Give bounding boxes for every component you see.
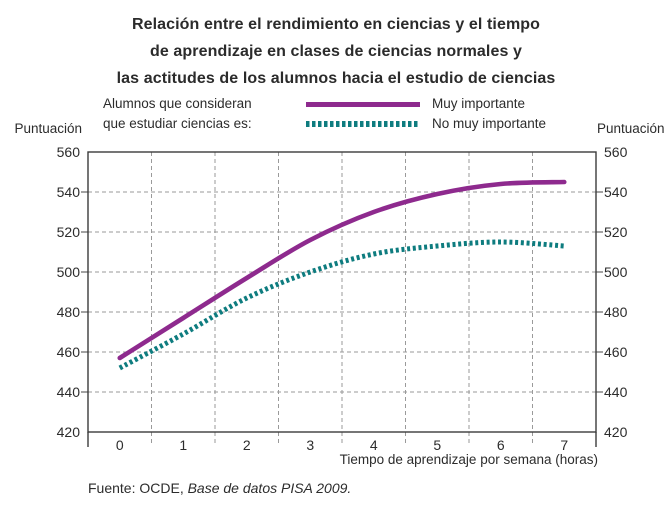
y-tick-label-left: 440	[57, 384, 81, 400]
source-citation: Base de datos PISA 2009.	[187, 480, 352, 496]
y-tick-label-right: 500	[604, 264, 628, 280]
y-tick-label-left: 480	[57, 304, 81, 320]
series-line-no-muy-importante	[118, 239, 565, 371]
source-prefix: Fuente: OCDE,	[88, 480, 188, 496]
y-tick-label-left: 520	[57, 224, 81, 240]
source-note: Fuente: OCDE, Base de datos PISA 2009.	[88, 480, 351, 496]
series-line-muy-importante	[117, 179, 567, 361]
plot-border	[87, 151, 597, 433]
y-tick-label-left: 460	[57, 344, 81, 360]
y-tick-label-right: 480	[604, 304, 628, 320]
x-tick-label: 6	[497, 437, 505, 453]
legend-label-muy-importante: Muy importante	[432, 96, 526, 111]
x-tick-label: 4	[370, 437, 378, 453]
x-tick-label: 2	[243, 437, 251, 453]
y-tick-label-left: 560	[57, 144, 81, 160]
y-tick-label-right: 420	[604, 424, 628, 440]
legend-swatch-muy-importante	[306, 102, 420, 107]
legend-intro-line-1: Alumnos que consideran	[103, 96, 252, 111]
x-tick-label: 0	[116, 437, 124, 453]
chart-title: Relación entre el rendimiento en ciencia…	[0, 11, 672, 92]
chart-title-line-1: Relación entre el rendimiento en ciencia…	[131, 16, 541, 33]
x-tick-label: 7	[560, 437, 568, 453]
y-tick-label-left: 500	[57, 264, 81, 280]
x-tick-label: 5	[433, 437, 441, 453]
legend-label-no-muy-importante: No muy importante	[432, 116, 547, 131]
legend-intro: Alumnos que consideran que estudiar cien…	[103, 94, 252, 134]
legend-intro-line-2: que estudiar ciencias es:	[103, 116, 252, 131]
y-tick-label-right: 440	[604, 384, 628, 400]
y-tick-label-left: 540	[57, 184, 81, 200]
y-tick-label-right: 540	[604, 184, 628, 200]
chart-title-line-2: de aprendizaje en clases de ciencias nor…	[150, 43, 522, 60]
x-tick-label: 1	[179, 437, 187, 453]
x-tick-label: 3	[306, 437, 314, 453]
y-axis-label-left: Puntuación	[14, 121, 82, 136]
y-tick-label-left: 420	[57, 424, 81, 440]
y-tick-label-right: 520	[604, 224, 628, 240]
y-tick-label-right: 560	[604, 144, 628, 160]
x-axis-title: Tiempo de aprendizaje por semana (horas)	[339, 452, 598, 467]
y-tick-label-right: 460	[604, 344, 628, 360]
chart-title-line-3: las actitudes de los alumnos hacia el es…	[116, 70, 556, 87]
legend-swatch-no-muy-importante	[306, 121, 420, 127]
y-axis-label-right: Puntuación	[597, 121, 665, 136]
